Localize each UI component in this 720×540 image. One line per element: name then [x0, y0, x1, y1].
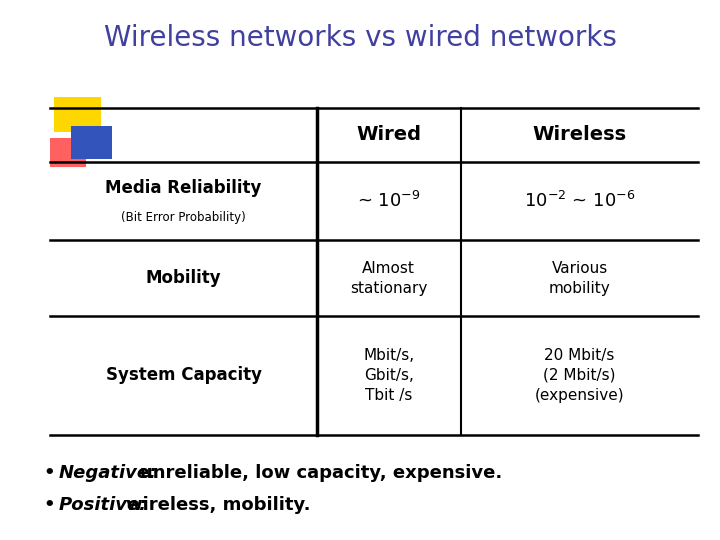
- Text: Positive:: Positive:: [59, 496, 148, 514]
- Text: Wired: Wired: [356, 125, 421, 145]
- Text: •: •: [43, 496, 55, 514]
- Text: Negative:: Negative:: [59, 463, 158, 482]
- Text: •: •: [43, 463, 55, 482]
- Text: Mbit/s,
Gbit/s,
Tbit /s: Mbit/s, Gbit/s, Tbit /s: [363, 348, 415, 403]
- Text: Media Reliability: Media Reliability: [105, 179, 262, 197]
- Text: $10^{-2}$ ~ $10^{-6}$: $10^{-2}$ ~ $10^{-6}$: [524, 191, 635, 211]
- Bar: [71, 126, 112, 159]
- Text: ~ $10^{-9}$: ~ $10^{-9}$: [357, 191, 420, 211]
- Bar: [54, 97, 101, 132]
- Text: Mobility: Mobility: [145, 269, 222, 287]
- Text: Almost
stationary: Almost stationary: [350, 261, 428, 295]
- Text: System Capacity: System Capacity: [106, 366, 261, 384]
- Text: unreliable, low capacity, expensive.: unreliable, low capacity, expensive.: [140, 463, 503, 482]
- Text: wireless, mobility.: wireless, mobility.: [126, 496, 310, 514]
- Text: Wireless networks vs wired networks: Wireless networks vs wired networks: [104, 24, 616, 52]
- Text: (Bit Error Probability): (Bit Error Probability): [121, 211, 246, 224]
- Text: Wireless: Wireless: [533, 125, 626, 145]
- Text: 20 Mbit/s
(2 Mbit/s)
(expensive): 20 Mbit/s (2 Mbit/s) (expensive): [535, 348, 624, 403]
- Bar: [50, 138, 86, 167]
- Text: Various
mobility: Various mobility: [549, 261, 611, 295]
